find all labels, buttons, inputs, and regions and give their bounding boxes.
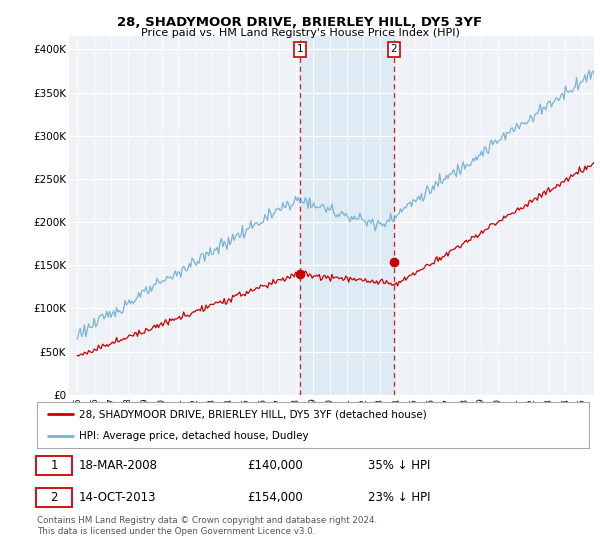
- Text: 1: 1: [296, 44, 303, 54]
- Text: 28, SHADYMOOR DRIVE, BRIERLEY HILL, DY5 3YF (detached house): 28, SHADYMOOR DRIVE, BRIERLEY HILL, DY5 …: [79, 409, 427, 419]
- Text: 1: 1: [50, 459, 58, 472]
- Bar: [299, 36, 394, 395]
- Text: £140,000: £140,000: [247, 459, 303, 472]
- Text: £154,000: £154,000: [247, 491, 303, 504]
- Text: Price paid vs. HM Land Registry's House Price Index (HPI): Price paid vs. HM Land Registry's House …: [140, 28, 460, 38]
- Text: 14-OCT-2013: 14-OCT-2013: [79, 491, 156, 504]
- Text: 35% ↓ HPI: 35% ↓ HPI: [368, 459, 431, 472]
- Text: 28, SHADYMOOR DRIVE, BRIERLEY HILL, DY5 3YF: 28, SHADYMOOR DRIVE, BRIERLEY HILL, DY5 …: [118, 16, 482, 29]
- Text: HPI: Average price, detached house, Dudley: HPI: Average price, detached house, Dudl…: [79, 431, 308, 441]
- Text: 2: 2: [50, 491, 58, 504]
- FancyBboxPatch shape: [36, 456, 72, 475]
- FancyBboxPatch shape: [36, 488, 72, 507]
- Text: 18-MAR-2008: 18-MAR-2008: [79, 459, 158, 472]
- Text: Contains HM Land Registry data © Crown copyright and database right 2024.
This d: Contains HM Land Registry data © Crown c…: [37, 516, 377, 536]
- Text: 23% ↓ HPI: 23% ↓ HPI: [368, 491, 431, 504]
- Text: 2: 2: [390, 44, 397, 54]
